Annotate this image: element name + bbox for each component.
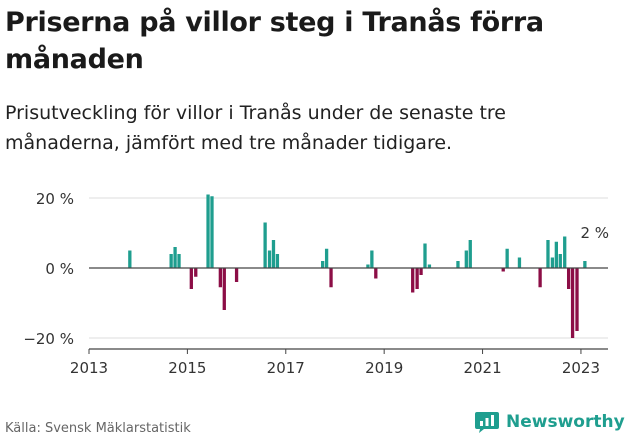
x-tick-label: 2019 [365, 359, 403, 377]
bar [206, 194, 210, 268]
bar [321, 261, 325, 268]
bar [419, 268, 423, 275]
bar [210, 196, 214, 268]
page-subtitle: Prisutveckling för villor i Tranås under… [5, 102, 506, 154]
x-tick-label: 2013 [70, 359, 108, 377]
brand-logo[interactable]: Newsworthy [474, 408, 625, 436]
x-tick-label: 2017 [267, 359, 305, 377]
x-tick-label: 2015 [168, 359, 206, 377]
bar [464, 250, 468, 268]
y-axis: 20 % 0 % −20 % [23, 190, 74, 348]
newsworthy-logo-icon [475, 412, 499, 433]
bar [271, 240, 276, 268]
bar [275, 254, 280, 268]
bar [456, 261, 460, 268]
bar [263, 222, 267, 268]
bar [570, 268, 575, 338]
bar [366, 264, 370, 268]
bar [427, 264, 432, 268]
bar [128, 250, 132, 268]
bar [558, 254, 562, 268]
grid-lines [89, 197, 608, 339]
source-note: Källa: Svensk Mäklarstatistik [5, 421, 191, 436]
bar [329, 268, 333, 288]
bar [566, 268, 571, 289]
y-tick-label: −20 % [23, 330, 74, 348]
bar [415, 268, 419, 289]
bar [546, 240, 550, 268]
bar [563, 236, 567, 268]
annotation-layer: 2 % [580, 224, 609, 242]
bar [169, 254, 173, 268]
page-title: Priserna på villor steg i Tranås förra m… [5, 7, 544, 75]
y-tick-label: 0 % [45, 260, 74, 278]
bar [538, 268, 542, 288]
bar [194, 268, 198, 277]
bar [583, 261, 587, 268]
bar [517, 257, 522, 268]
bar [374, 268, 378, 279]
bar [370, 250, 374, 268]
bar [423, 243, 427, 268]
bar [575, 268, 579, 331]
bar [411, 268, 415, 293]
price-change-bar-chart: 20 % 0 % −20 % 2013 2015 2017 2019 2021 2023 2 … [23, 190, 609, 377]
bar [177, 254, 181, 268]
bar [234, 268, 239, 282]
x-tick-label: 2021 [463, 359, 501, 377]
bar-series [128, 194, 587, 338]
bar [468, 240, 472, 268]
latest-value-label: 2 % [580, 224, 609, 242]
x-axis: 2013 2015 2017 2019 2021 2023 [70, 348, 608, 377]
bar [218, 268, 222, 288]
bar [189, 268, 193, 289]
x-tick-label: 2023 [562, 359, 600, 377]
bar [501, 268, 505, 272]
brand-name: Newsworthy [506, 412, 625, 432]
y-tick-label: 20 % [36, 190, 74, 208]
bar [505, 248, 509, 268]
bar [173, 247, 177, 268]
bar [550, 257, 555, 268]
bar [324, 248, 329, 268]
bar [222, 268, 226, 310]
bar [267, 250, 272, 268]
bar [554, 241, 558, 268]
